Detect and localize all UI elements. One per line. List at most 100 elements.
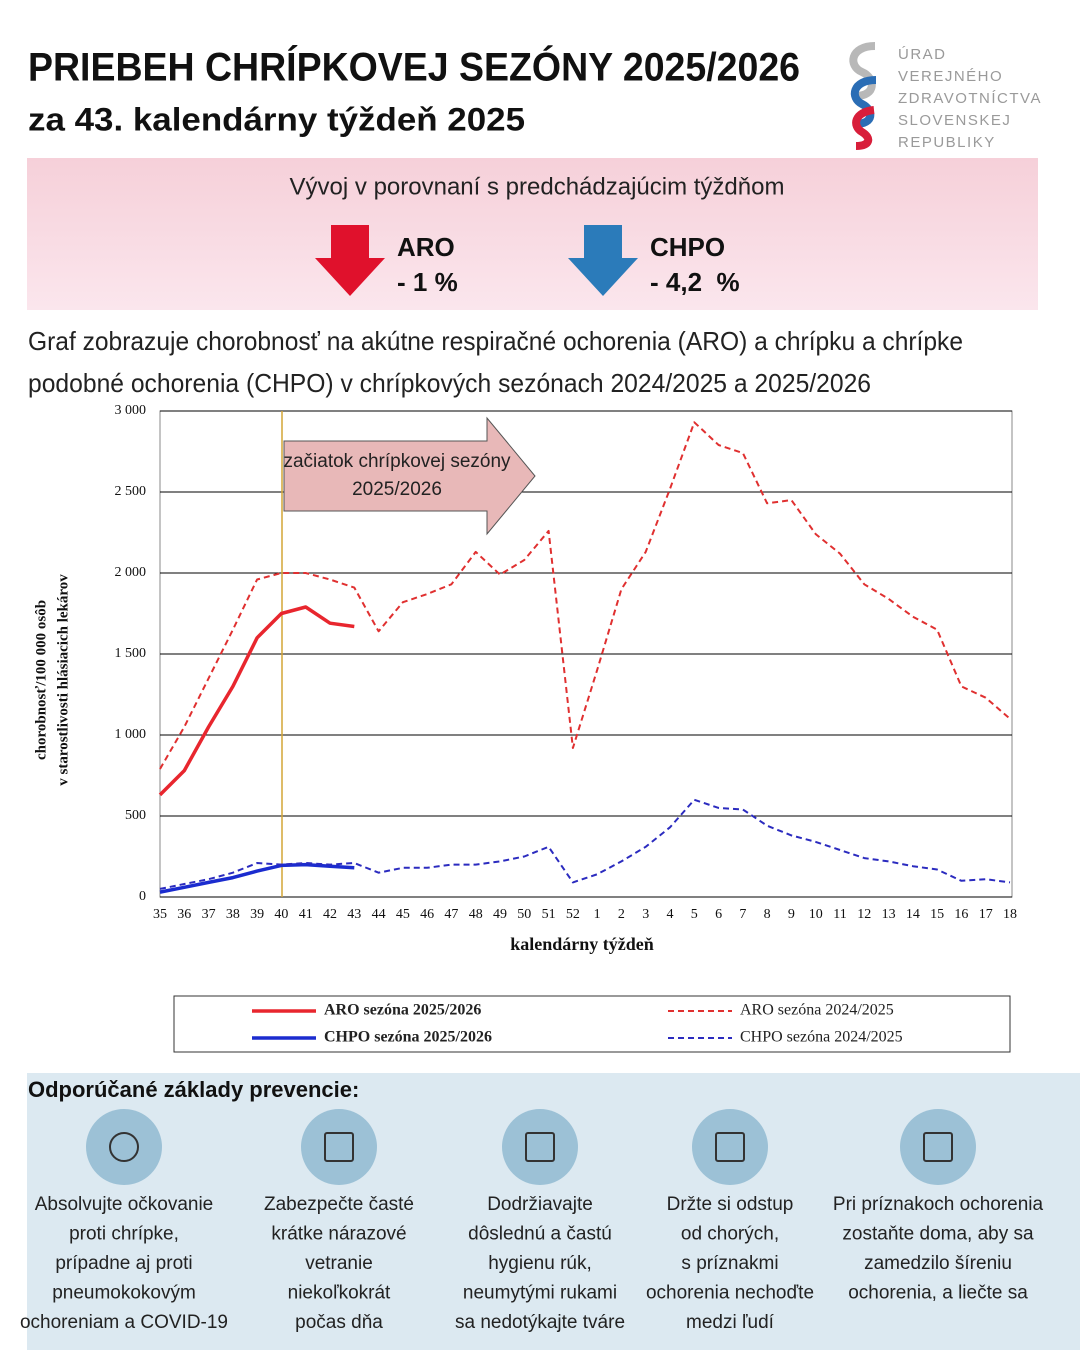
prevention-text: ochorenia nechoďte	[646, 1283, 814, 1304]
series-line	[159, 421, 1011, 770]
prevention-text: proti chrípke,	[69, 1224, 179, 1245]
prevention-text: Pri príznakoch ochorenia	[833, 1194, 1044, 1215]
prevention-text: od chorých,	[681, 1224, 779, 1245]
indicator-name: ARO	[397, 232, 455, 262]
title: PRIEBEH CHRÍPKOVEJ SEZÓNY 2025/2026	[28, 44, 800, 90]
icon-glyph	[923, 1132, 953, 1162]
logo-text: SLOVENSKEJ	[898, 112, 1011, 129]
prevention-text: počas dňa	[295, 1312, 383, 1333]
prevention-text: neumytými rukami	[463, 1283, 617, 1304]
x-tick-label: 15	[930, 907, 944, 922]
prevention-text: Absolvujte očkovanie	[35, 1194, 214, 1215]
x-tick-label: 39	[250, 907, 264, 922]
prevention-text: krátke nárazové	[271, 1224, 406, 1245]
icon-glyph	[525, 1132, 555, 1162]
prevention-text: ochorenia, a liečte sa	[848, 1283, 1028, 1304]
prevention-text: Zabezpečte časté	[264, 1194, 414, 1215]
x-tick-label: 51	[542, 907, 556, 922]
x-tick-label: 2	[618, 907, 625, 922]
indicator-change: - 4,2 %	[650, 267, 740, 297]
prevention-text: dôslednú a častú	[468, 1224, 612, 1245]
series-line	[159, 862, 355, 894]
prevention-text: Dodržiavajte	[487, 1194, 593, 1215]
legend-label: ARO sezóna 2024/2025	[740, 1002, 894, 1019]
x-tick-label: 18	[1003, 907, 1017, 922]
x-tick-label: 49	[493, 907, 507, 922]
annotation-text: začiatok chrípkovej sezóny	[283, 451, 511, 472]
prevention-title: Odporúčané základy prevencie:	[28, 1077, 359, 1102]
series-line	[158, 605, 355, 797]
legend-label: CHPO sezóna 2025/2026	[324, 1029, 492, 1046]
prevention-text: medzi ľudí	[686, 1312, 775, 1333]
x-tick-label: 41	[299, 907, 313, 922]
icon-glyph	[715, 1132, 745, 1162]
banner	[27, 158, 1038, 310]
x-tick-label: 5	[691, 907, 698, 922]
x-tick-label: 42	[323, 907, 337, 922]
banner-heading: Vývoj v porovnaní s predchádzajúcim týžd…	[290, 173, 785, 200]
x-tick-label: 7	[739, 907, 746, 922]
legend-label: CHPO sezóna 2024/2025	[740, 1029, 903, 1046]
description: podobné ochorenia (CHPO) v chrípkových s…	[28, 368, 871, 398]
x-tick-label: 8	[764, 907, 771, 922]
indicator-change: - 1 %	[397, 267, 458, 297]
x-tick-label: 36	[177, 907, 191, 922]
y-tick-label: 500	[125, 808, 146, 823]
annotation-text: 2025/2026	[352, 479, 442, 500]
prevention-icon	[502, 1109, 578, 1185]
x-tick-label: 6	[715, 907, 722, 922]
prevention-text: zostaňte doma, aby sa	[842, 1224, 1034, 1245]
annotation-arrow	[283, 416, 536, 536]
x-tick-label: 1	[594, 907, 601, 922]
x-tick-label: 4	[667, 907, 674, 922]
prevention-icon	[692, 1109, 768, 1185]
x-tick-label: 47	[444, 907, 458, 922]
x-tick-label: 44	[372, 907, 386, 922]
prevention-icon	[301, 1109, 377, 1185]
y-tick-label: 2 000	[115, 565, 147, 580]
prevention-text: sa nedotýkajte tváre	[455, 1312, 625, 1333]
prevention-text: vetranie	[305, 1253, 373, 1274]
prevention-text: prípadne aj proti	[55, 1253, 192, 1274]
x-tick-label: 48	[469, 907, 483, 922]
x-tick-label: 43	[347, 907, 361, 922]
x-tick-label: 10	[809, 907, 823, 922]
y-tick-label: 3 000	[115, 403, 147, 418]
x-tick-label: 46	[420, 907, 434, 922]
x-tick-label: 12	[857, 907, 871, 922]
prevention-text: Držte si odstup	[667, 1194, 794, 1215]
prevention-text: s príznakmi	[681, 1253, 778, 1274]
x-tick-label: 17	[979, 907, 993, 922]
x-tick-label: 40	[274, 907, 288, 922]
x-axis-label: kalendárny týždeň	[510, 934, 654, 954]
prevention-text: zamedzilo šíreniu	[864, 1253, 1012, 1274]
indicator-name: CHPO	[650, 232, 725, 262]
x-tick-label: 16	[954, 907, 968, 922]
x-tick-label: 9	[788, 907, 795, 922]
y-axis-label: chorobnosť/100 000 osôb	[33, 600, 49, 760]
x-tick-label: 50	[517, 907, 531, 922]
x-tick-label: 38	[226, 907, 240, 922]
x-tick-label: 52	[566, 907, 580, 922]
y-tick-label: 2 500	[115, 484, 147, 499]
trend-arrow	[568, 225, 638, 296]
prevention-text: hygienu rúk,	[488, 1253, 592, 1274]
y-tick-label: 0	[139, 889, 146, 904]
icon-glyph	[109, 1132, 139, 1162]
y-tick-label: 1 000	[115, 727, 147, 742]
subtitle: za 43. kalendárny týždeň 2025	[28, 101, 525, 137]
x-tick-label: 37	[202, 907, 216, 922]
x-tick-label: 13	[882, 907, 896, 922]
legend-box	[173, 995, 1011, 1053]
x-tick-label: 3	[642, 907, 649, 922]
x-tick-label: 45	[396, 907, 410, 922]
logo-text: ZDRAVOTNÍCTVA	[898, 90, 1042, 107]
x-tick-label: 35	[153, 907, 167, 922]
prevention-icon	[86, 1109, 162, 1185]
prevention-icon	[900, 1109, 976, 1185]
x-tick-label: 14	[906, 907, 920, 922]
prevention-text: ochoreniam a COVID-19	[20, 1312, 228, 1333]
trend-arrow	[315, 225, 385, 296]
legend-label: ARO sezóna 2025/2026	[324, 1002, 481, 1019]
